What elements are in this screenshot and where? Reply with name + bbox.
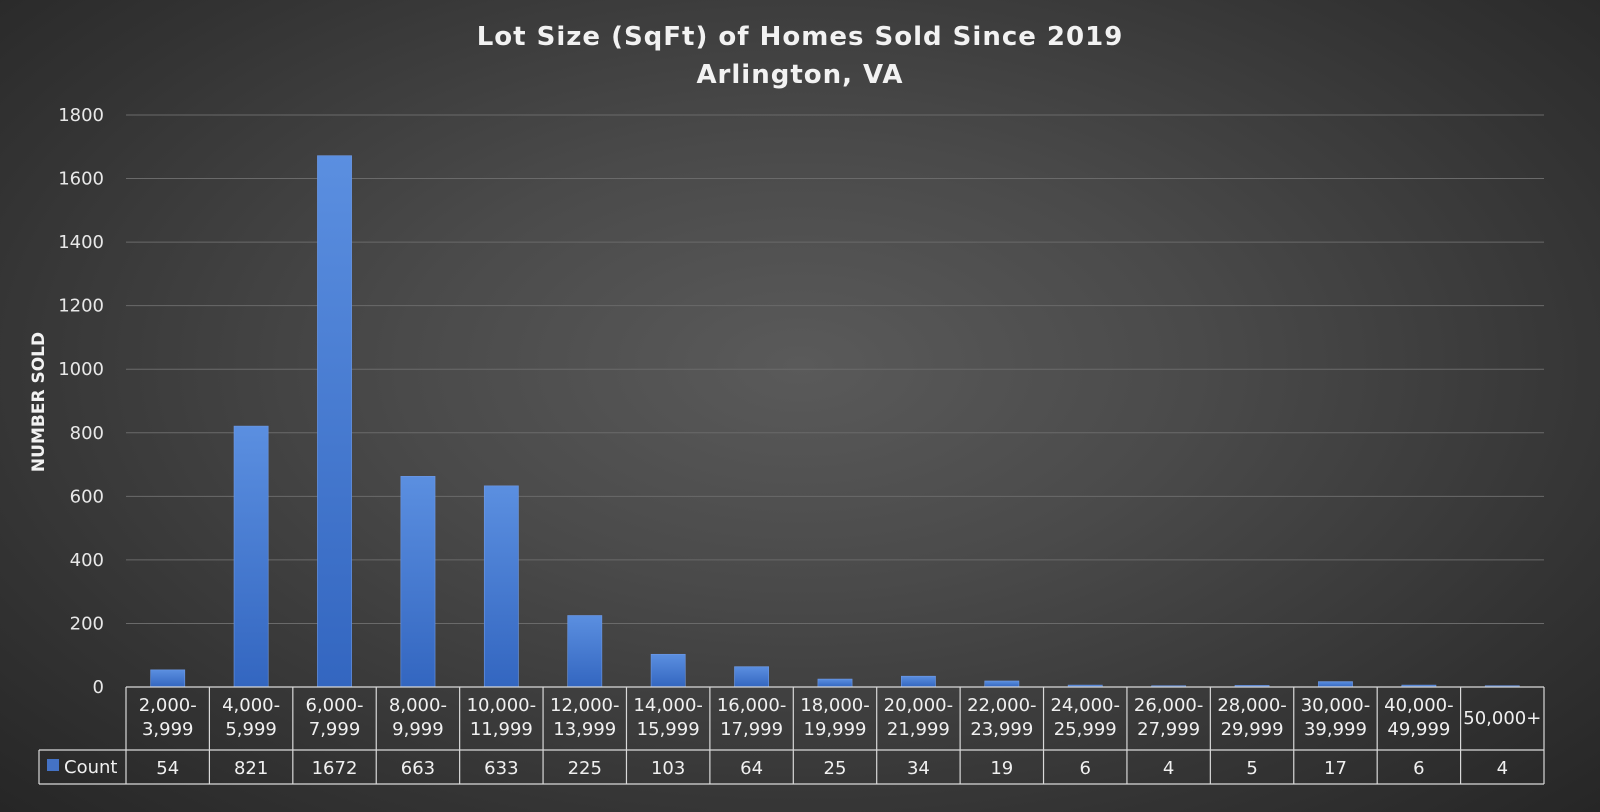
y-tick-label: 400 (70, 550, 104, 571)
bar (1318, 681, 1353, 688)
x-category-label: 30,000- (1301, 695, 1370, 716)
bar (483, 485, 519, 688)
x-category-label: 6,000- (306, 695, 364, 716)
x-category-label: 12,000- (550, 695, 619, 716)
data-table-value: 663 (401, 758, 435, 779)
data-table-value: 4 (1163, 758, 1174, 779)
x-category-label: 40,000- (1384, 695, 1453, 716)
y-tick-label: 1200 (58, 296, 104, 317)
legend-swatch (47, 759, 59, 771)
x-category-label: 15,999 (637, 719, 700, 740)
x-category-label: 16,000- (717, 695, 786, 716)
y-tick-label: 600 (70, 486, 104, 507)
bar (734, 666, 769, 688)
x-category-label: 4,000- (222, 695, 280, 716)
x-category-label: 7,999 (309, 719, 361, 740)
chart-title: Lot Size (SqFt) of Homes Sold Since 2019 (477, 22, 1124, 52)
x-category-label: 3,999 (142, 719, 194, 740)
data-table-value: 225 (568, 758, 602, 779)
x-category-label: 25,999 (1054, 719, 1117, 740)
legend-label: Count (64, 757, 117, 778)
x-category-label: 20,000- (884, 695, 953, 716)
data-table-value: 34 (907, 758, 930, 779)
data-table-value: 25 (824, 758, 847, 779)
data-table-value: 633 (484, 758, 518, 779)
y-tick-label: 1400 (58, 232, 104, 253)
x-category-label: 2,000- (139, 695, 197, 716)
y-tick-label: 1600 (58, 169, 104, 190)
bar (650, 653, 686, 688)
bar (567, 615, 603, 688)
data-table-value: 19 (990, 758, 1013, 779)
x-category-label: 27,999 (1137, 719, 1200, 740)
x-category-label: 13,999 (553, 719, 616, 740)
bar (317, 155, 352, 688)
bar (984, 680, 1020, 688)
x-category-label: 24,000- (1050, 695, 1119, 716)
x-category-label: 11,999 (470, 719, 533, 740)
x-category-label: 9,999 (392, 719, 444, 740)
x-category-label: 50,000+ (1463, 708, 1541, 729)
x-category-label: 5,999 (225, 719, 277, 740)
y-axis-label: NUMBER SOLD (29, 332, 49, 472)
data-table-value: 54 (156, 758, 179, 779)
bar (150, 669, 186, 688)
data-table-value: 103 (651, 758, 685, 779)
x-category-label: 19,999 (804, 719, 867, 740)
x-category-label: 21,999 (887, 719, 950, 740)
x-category-label: 26,000- (1134, 695, 1203, 716)
data-table-value: 6 (1413, 758, 1424, 779)
y-tick-label: 0 (93, 677, 104, 698)
x-category-label: 22,000- (967, 695, 1036, 716)
x-category-label: 29,999 (1221, 719, 1284, 740)
x-category-label: 10,000- (467, 695, 536, 716)
x-category-label: 18,000- (800, 695, 869, 716)
bar (817, 678, 853, 688)
data-table-value: 821 (234, 758, 268, 779)
x-category-label: 8,000- (389, 695, 447, 716)
x-category-label: 39,999 (1304, 719, 1367, 740)
x-category-label: 17,999 (720, 719, 783, 740)
gridlines (126, 114, 1544, 624)
y-axis-ticks: 0 200 400 600 800 1000 1200 1400 1600 1800 (58, 105, 104, 698)
data-table-value: 5 (1246, 758, 1257, 779)
y-tick-label: 800 (70, 423, 104, 444)
y-tick-label: 1800 (58, 105, 104, 126)
data-table-value: 17 (1324, 758, 1347, 779)
y-tick-label: 1000 (58, 359, 104, 380)
chart-subtitle: Arlington, VA (696, 60, 903, 90)
bars (150, 155, 1520, 688)
x-category-label: 23,999 (970, 719, 1033, 740)
bar (400, 476, 436, 688)
x-category-label: 14,000- (633, 695, 702, 716)
y-tick-label: 200 (70, 613, 104, 634)
x-category-label: 28,000- (1217, 695, 1286, 716)
data-table-value: 4 (1497, 758, 1508, 779)
bar (901, 675, 936, 688)
bar (233, 425, 269, 688)
x-category-label: 49,999 (1387, 719, 1450, 740)
data-table-value: 6 (1080, 758, 1091, 779)
data-table-value: 64 (740, 758, 763, 779)
data-table: 2,000- 3,999 4,000- 5,999 6,000- 7,999 8,000- 9… (38, 686, 1545, 785)
data-table-value: 1672 (312, 758, 358, 779)
